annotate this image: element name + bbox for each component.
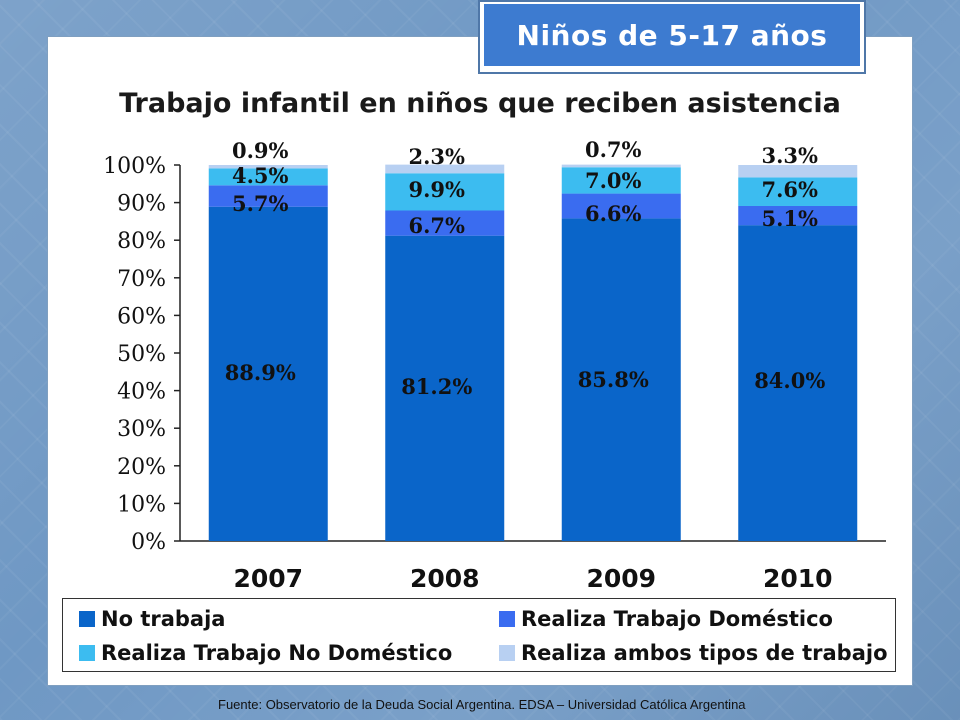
- data-label: 3.3%: [762, 143, 819, 168]
- bar-segment: [385, 210, 505, 236]
- legend-item-no-domestico: Realiza Trabajo No Doméstico: [79, 638, 452, 668]
- data-label: 0.7%: [585, 137, 642, 162]
- badge-text: Niños de 5-17 años: [516, 18, 828, 52]
- legend-item-ambos: Realiza ambos tipos de trabajo: [499, 638, 888, 668]
- y-tick-label: 70%: [117, 267, 166, 292]
- data-label: 81.2%: [401, 374, 472, 399]
- data-label: 9.9%: [409, 177, 466, 202]
- bar-segment: [738, 165, 858, 178]
- data-label: 5.7%: [232, 191, 289, 216]
- data-label: 7.6%: [762, 177, 819, 202]
- legend-label-ambos: Realiza ambos tipos de trabajo: [521, 641, 888, 665]
- x-category-label: 2008: [410, 564, 480, 593]
- bar-segment: [208, 168, 328, 186]
- bar-segment: [561, 193, 681, 219]
- bar-segment: [385, 235, 505, 542]
- legend-item-domestico: Realiza Trabajo Doméstico: [499, 604, 833, 634]
- bar-segment: [208, 165, 328, 169]
- chart-legend: No trabaja Realiza Trabajo Doméstico Rea…: [62, 598, 896, 672]
- data-label: 6.6%: [585, 201, 642, 226]
- data-label: 4.5%: [232, 163, 289, 188]
- legend-label-no-trabaja: No trabaja: [101, 607, 226, 631]
- y-tick-label: 80%: [117, 229, 166, 254]
- y-tick-label: 60%: [117, 304, 166, 329]
- x-category-label: 2010: [763, 564, 833, 593]
- data-label: 84.0%: [754, 368, 825, 393]
- data-label: 85.8%: [578, 367, 649, 392]
- bar-segment: [208, 206, 328, 541]
- legend-swatch-ambos: [499, 645, 515, 661]
- data-label: 5.1%: [762, 206, 819, 231]
- y-tick-label: 30%: [117, 417, 166, 442]
- bar-segment: [561, 167, 681, 194]
- legend-swatch-domestico: [499, 611, 515, 627]
- data-label: 7.0%: [585, 168, 642, 193]
- legend-label-domestico: Realiza Trabajo Doméstico: [521, 607, 833, 631]
- y-tick-label: 0%: [131, 530, 166, 555]
- data-label: 2.3%: [409, 144, 466, 169]
- y-tick-label: 20%: [117, 455, 166, 480]
- bar-segment: [738, 177, 858, 206]
- chart-title: Trabajo infantil en niños que reciben as…: [119, 88, 841, 119]
- y-tick-label: 40%: [117, 380, 166, 405]
- y-tick-label: 50%: [117, 342, 166, 367]
- title-badge: [484, 4, 860, 66]
- bar-segment: [561, 218, 681, 541]
- legend-label-no-domestico: Realiza Trabajo No Doméstico: [101, 641, 453, 665]
- bar-segment: [561, 164, 681, 168]
- bar-segment: [385, 164, 505, 174]
- data-label: 6.7%: [409, 213, 466, 238]
- source-note: Fuente: Observatorio de la Deuda Social …: [218, 697, 746, 712]
- x-category-label: 2009: [586, 564, 656, 593]
- data-label: 88.9%: [225, 360, 296, 385]
- legend-swatch-no-domestico: [79, 645, 95, 661]
- y-tick-label: 90%: [117, 192, 166, 217]
- bar-segment: [385, 173, 505, 211]
- bar-segment: [738, 205, 858, 226]
- data-label: 0.9%: [232, 138, 289, 163]
- y-tick-label: 10%: [117, 492, 166, 517]
- legend-swatch-no-trabaja: [79, 611, 95, 627]
- x-category-label: 2007: [233, 564, 303, 593]
- y-tick-label: 100%: [103, 154, 166, 179]
- legend-item-no-trabaja: No trabaja: [79, 604, 225, 634]
- bar-segment: [208, 185, 328, 207]
- bar-segment: [738, 225, 858, 541]
